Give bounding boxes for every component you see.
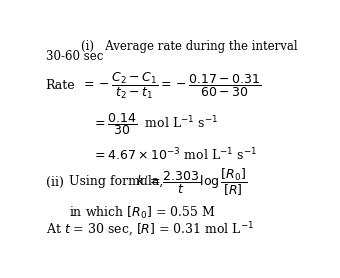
Text: in which $[R_0]$ = 0.55 M: in which $[R_0]$ = 0.55 M [69,205,216,221]
Text: (i)   Average rate during the interval: (i) Average rate during the interval [81,39,298,53]
Text: 30-60 sec: 30-60 sec [46,50,103,63]
Text: At $t$ = 30 sec, $[R]$ = 0.31 mol L$^{-1}$: At $t$ = 30 sec, $[R]$ = 0.31 mol L$^{-1… [46,221,254,239]
Text: (ii): (ii) [46,175,64,188]
Text: $k' = \dfrac{2.303}{t}\log\dfrac{[R_0]}{[R]}$: $k' = \dfrac{2.303}{t}\log\dfrac{[R_0]}{… [136,167,246,197]
Text: $= 4.67 \times 10^{-3}$ mol L$^{-1}$ s$^{-1}$: $= 4.67 \times 10^{-3}$ mol L$^{-1}$ s$^… [92,147,257,163]
Text: $= \dfrac{0.14}{30}$  mol L$^{-1}$ s$^{-1}$: $= \dfrac{0.14}{30}$ mol L$^{-1}$ s$^{-1… [92,111,218,137]
Text: $= -\dfrac{C_2 - C_1}{t_2 - t_1} = -\dfrac{0.17 - 0.31}{60 - 30}$: $= -\dfrac{C_2 - C_1}{t_2 - t_1} = -\dfr… [81,71,262,101]
Text: Using formula,: Using formula, [69,175,163,188]
Text: Rate: Rate [46,79,75,92]
